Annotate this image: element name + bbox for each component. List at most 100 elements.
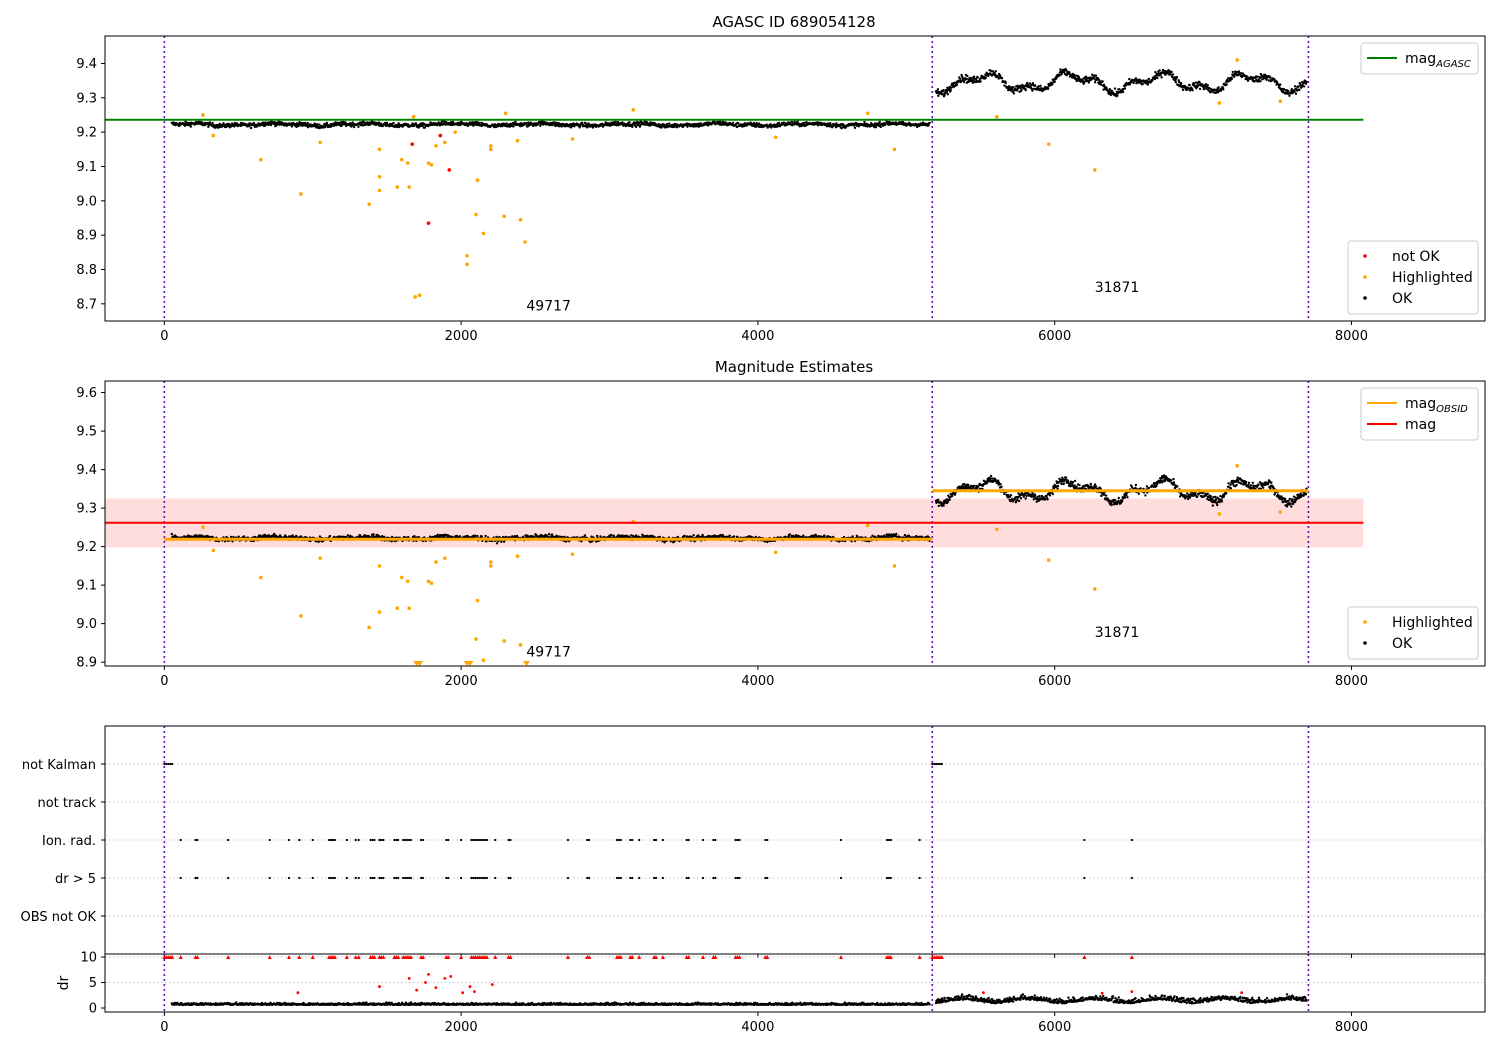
ok-point [1000,485,1003,488]
ok-point [1175,75,1179,79]
highlighted-point [570,552,575,557]
flag-point [179,838,182,842]
ok-point [318,123,321,126]
legend-dot-swatch [1363,275,1367,279]
highlighted-point [518,217,523,222]
ok-point [295,125,298,129]
ok-point [189,125,192,128]
ok-point [989,474,993,478]
ok-point [644,123,647,126]
ok-point [421,124,424,128]
ok-point [713,120,716,123]
y-tick-label: 9.3 [76,502,97,517]
highlighted-point [395,606,400,611]
y-tick-label: 9.0 [76,617,97,632]
highlighted-point [413,295,417,299]
flag-point [931,762,934,766]
ok-point [465,122,468,125]
ok-point [692,534,695,537]
ok-point [901,120,905,124]
flag-point [397,838,400,842]
flag-point [357,838,360,842]
ok-point [1117,496,1121,500]
y-tick-label: 8.9 [76,656,97,671]
highlighted-point [405,161,410,165]
ok-point [990,477,994,480]
ok-point [357,125,360,128]
ok-point [436,533,439,536]
ok-point [512,125,515,128]
ok-point [945,88,948,92]
x-tick-label: 0 [160,674,168,689]
ok-point [829,122,832,125]
flag-point [163,762,166,766]
legend-dot-swatch [1363,620,1367,624]
highlighted-point [503,111,508,116]
flag-point [378,838,381,842]
ok-point [297,124,300,128]
ok-point [1169,479,1173,482]
ok-point [1051,82,1054,86]
obsid-annotation: 49717 [526,299,571,315]
highlighted-point [395,185,400,189]
ok-point [1293,90,1296,93]
highlighted-point [417,293,422,298]
ok-point [1046,87,1050,91]
ok-point [1293,85,1297,88]
flag-point [369,838,372,842]
y-tick-label: 9.2 [76,540,97,555]
y-tick-label: 9.1 [76,579,97,594]
ok-point [1045,494,1048,498]
highlighted-point [489,147,493,152]
flag-point [170,762,174,766]
highlighted-point [1217,101,1222,105]
ok-point [1230,77,1234,81]
highlighted-point [474,637,478,641]
ok-point [937,94,940,98]
highlighted-point [489,560,493,564]
ok-point [1012,86,1015,89]
ok-point [1259,80,1262,83]
flag-point [933,762,936,766]
y-tick-label: 8.9 [76,229,97,244]
highlighted-point [475,598,480,603]
legend-dot-swatch [1363,296,1367,300]
ok-point [997,479,1000,482]
ok-point [1121,90,1125,94]
ok-point [366,121,369,124]
highlighted-point [1278,99,1283,104]
ok-point [937,504,940,508]
y-tick-label: 9.4 [76,57,97,72]
ok-point [1302,85,1306,88]
ok-point [697,534,700,537]
ok-point [840,127,843,130]
flag-point [409,838,413,842]
ok-point [1172,477,1175,481]
ok-point [635,120,639,124]
ok-point [614,120,617,124]
ok-point [1233,75,1236,78]
ok-point [1202,87,1206,91]
highlighted-point [434,560,438,564]
highlighted-point [515,554,520,559]
flag-point [331,838,335,842]
clipped-point-marker [522,661,530,666]
ok-point [295,535,298,538]
ok-point [1048,494,1052,497]
ok-point [1247,483,1250,487]
ok-point [1025,494,1028,498]
ok-point [1009,494,1013,497]
ok-point [1289,502,1293,506]
flag-point [478,838,481,842]
flag-point [481,838,485,842]
ok-point [1188,496,1192,499]
ok-point [1075,485,1078,488]
ok-point [994,73,997,76]
ok-point [1093,81,1097,84]
highlighted-point [1235,58,1239,62]
ok-point [344,121,347,124]
not-ok-point [410,142,414,146]
ok-point [1245,75,1248,78]
ok-point [755,121,758,125]
